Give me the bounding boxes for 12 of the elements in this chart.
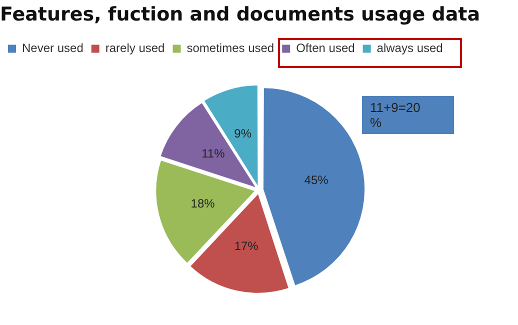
legend-label: always used [376, 41, 443, 56]
legend-label: Often used [296, 41, 355, 56]
data-label: 17% [234, 238, 259, 253]
legend-label: rarely used [105, 41, 165, 56]
legend-label: sometimes used [186, 41, 274, 56]
chart-title: Features, fuction and documents usage data [0, 3, 480, 26]
data-label: 45% [304, 173, 329, 188]
legend-label: Never used [22, 41, 84, 56]
data-label: 18% [190, 196, 216, 211]
data-label: 11% [202, 146, 226, 161]
data-label: 9% [234, 126, 252, 141]
text: 11+9=20 % [362, 96, 454, 134]
